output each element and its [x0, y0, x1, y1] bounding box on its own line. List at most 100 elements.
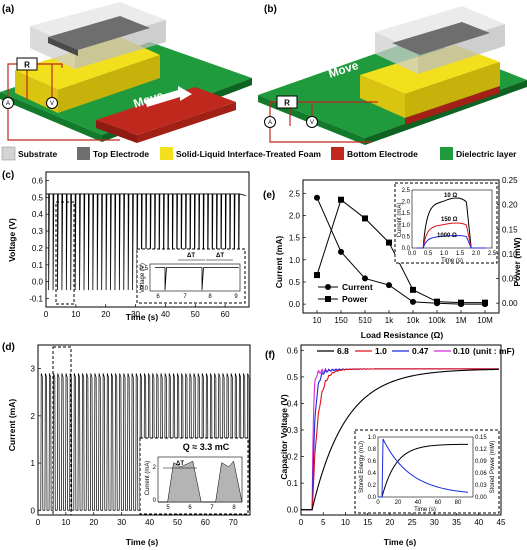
svg-text:80: 80 — [455, 500, 462, 506]
chart-e-ytick: 0.0 — [289, 300, 301, 309]
ammeter-label: A — [268, 120, 272, 126]
chart-f-xtick: 5 — [321, 518, 326, 527]
chart-e-y2tick: 0.00 — [502, 299, 518, 308]
point-current — [386, 282, 392, 289]
chart-e-frame — [302, 179, 500, 314]
chart-f-xtick: 40 — [474, 518, 483, 527]
panel-f-label: (f) — [265, 350, 275, 361]
svg-text:0.15: 0.15 — [475, 435, 487, 441]
chart-c-frame — [45, 171, 250, 308]
svg-text:0.4: 0.4 — [368, 471, 377, 477]
chart-c-ytick: 0.0 — [32, 278, 44, 287]
svg-text:7: 7 — [210, 505, 214, 511]
chart-e-xtick: 10k — [407, 316, 421, 325]
chart-c-ytick: 0.3 — [32, 227, 44, 236]
chart-e-ytick: 2.0 — [289, 211, 301, 220]
chart-e-y2tick: 0.10 — [502, 250, 518, 259]
chart-c-voltage: (c) Voltage (V) Time (s) -0.1 0.0 0.1 0.2 0.… — [2, 170, 250, 322]
point-power — [338, 196, 344, 203]
chart-d-series — [38, 373, 250, 511]
chart-d-xtick: 0 — [36, 518, 41, 527]
bottom-electrode — [96, 87, 236, 135]
chart-c-ytick: 0.1 — [32, 261, 44, 270]
inset-delta-t: ΔT — [176, 461, 184, 467]
legend-swatch-dielectric — [440, 147, 453, 160]
chart-c-xtick: 10 — [71, 310, 80, 319]
chart-d-zoom-box — [52, 346, 72, 516]
chart-f-xtick: 15 — [363, 518, 372, 527]
voltmeter-label: V — [50, 101, 54, 107]
panel-b-label: (b) — [264, 4, 277, 15]
chart-c-ytick: 0.2 — [32, 244, 44, 253]
top-electrode — [48, 16, 150, 50]
chart-e-y2tick: 0.15 — [502, 225, 518, 234]
chart-d-xtick: 60 — [201, 518, 210, 527]
chart-f-capacitor: (f) Capacitor Voltage (V) Time (s) 0.0 0.… — [265, 344, 515, 547]
chart-d-ytick: 3 — [31, 365, 36, 374]
chart-c-xtick: 0 — [44, 310, 49, 319]
series-1.0-line — [301, 368, 499, 511]
point-current — [362, 275, 368, 282]
chart-c-xtick: 20 — [101, 310, 110, 319]
chart-c-ytick: 0.6 — [32, 176, 44, 185]
svg-text:0.5: 0.5 — [402, 234, 411, 240]
svg-text:0.0: 0.0 — [402, 246, 411, 252]
chart-f-xtick: 30 — [430, 518, 439, 527]
series-current-line — [316, 197, 485, 305]
svg-text:8: 8 — [232, 505, 236, 511]
chart-f-inset-ylabel: Stored Energy (mJ) — [359, 441, 365, 493]
chart-d-xtick: 40 — [145, 518, 154, 527]
svg-text:0.5: 0.5 — [424, 251, 433, 257]
svg-text:1.0: 1.0 — [375, 346, 387, 356]
svg-text:8: 8 — [208, 294, 212, 300]
svg-text:10 Ω: 10 Ω — [444, 193, 457, 199]
chart-f-ytick: 0.6 — [287, 346, 299, 355]
chart-e-y2tick: 0.25 — [502, 176, 518, 185]
legend-power: Power — [342, 294, 368, 304]
svg-text:0.2: 0.2 — [368, 483, 377, 489]
legend-current: Current — [342, 282, 373, 292]
svg-text:6: 6 — [156, 294, 160, 300]
point-current — [338, 248, 344, 255]
panel-a-illustration: (a) R A V Move — [0, 2, 252, 143]
svg-text:0: 0 — [376, 500, 380, 506]
inset-delta-t: ΔT — [216, 253, 224, 259]
chart-f-ylabel: Capacitor Voltage (V) — [279, 394, 289, 479]
chart-f-inset-y2label: Stored Power (mW) — [490, 441, 496, 494]
chart-e-y2tick: 0.20 — [502, 201, 518, 210]
chart-c-xtick: 60 — [221, 310, 230, 319]
svg-text:1.0: 1.0 — [440, 251, 449, 257]
svg-text:60: 60 — [435, 500, 442, 506]
svg-text:1.0: 1.0 — [368, 435, 377, 441]
svg-text:6.8: 6.8 — [337, 346, 349, 356]
chart-f-xtick: 0 — [299, 518, 304, 527]
legend-label-foam: Solid-Liquid Interface-Treated Foam — [176, 149, 321, 159]
series-6.8-line — [301, 368, 499, 511]
svg-text:0.6: 0.6 — [368, 459, 377, 465]
point-power — [482, 299, 488, 306]
chart-d-inset-ylabel: Current (mA) — [145, 461, 151, 496]
chart-f-ytick: 0.1 — [287, 479, 299, 488]
chart-d-xlabel: Time (s) — [126, 537, 159, 547]
chart-f-xtick: 25 — [408, 518, 417, 527]
chart-d-ytick: 0 — [31, 506, 36, 515]
chart-c-series — [46, 193, 247, 291]
svg-text:0.0: 0.0 — [140, 286, 149, 292]
legend-swatch-foam — [160, 147, 173, 160]
chart-d-ylabel: Current (mA) — [7, 399, 17, 452]
chart-e-xtick: 1k — [385, 316, 394, 325]
point-power — [458, 299, 464, 306]
chart-e-y2label: Power (mW) — [512, 237, 522, 286]
chart-d-ytick: 1 — [31, 459, 36, 468]
svg-text:0.5: 0.5 — [140, 266, 149, 272]
svg-text:0.47: 0.47 — [412, 346, 429, 356]
chart-e-y2tick: 0.05 — [502, 275, 518, 284]
chart-c-ytick: 0.4 — [32, 210, 44, 219]
panel-d-label: (d) — [2, 342, 15, 353]
chart-f-ytick: 0.5 — [287, 373, 299, 382]
svg-text:6: 6 — [188, 505, 192, 511]
chart-f-ytick: 0.0 — [287, 506, 299, 515]
svg-text:150 Ω: 150 Ω — [441, 217, 458, 223]
chart-e-ytick: 1.5 — [289, 234, 301, 243]
